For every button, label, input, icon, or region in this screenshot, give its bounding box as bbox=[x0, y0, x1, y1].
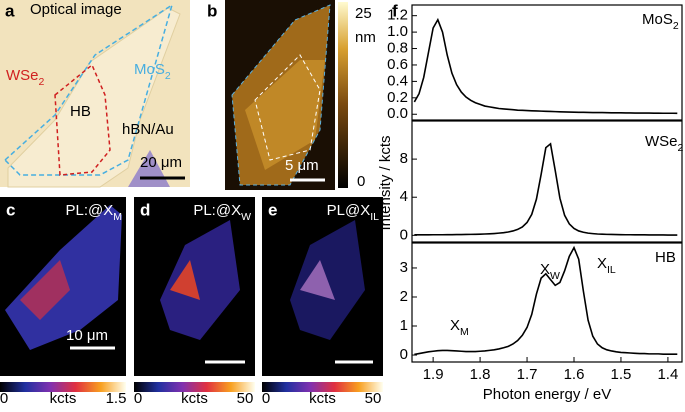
panel-letter: b bbox=[207, 1, 217, 20]
region-label: hBN/Au bbox=[122, 121, 174, 138]
annotation: XW bbox=[540, 261, 560, 282]
panel-letter: a bbox=[5, 1, 15, 20]
x-tick-label: 1.8 bbox=[470, 366, 491, 383]
panel-letter: d bbox=[140, 200, 150, 219]
y-tick-label: 1.2 bbox=[387, 7, 408, 24]
scale-label: 5 μm bbox=[285, 157, 319, 174]
line-series bbox=[413, 17, 678, 115]
region-label: MoS2 bbox=[134, 61, 171, 82]
y-tick-label: 0 bbox=[400, 226, 408, 243]
map-label-main: PL@X bbox=[327, 202, 371, 219]
colorbar-label: 0 bbox=[0, 390, 8, 407]
region-label-sub: 2 bbox=[165, 70, 171, 82]
annotation-sub: 2 bbox=[678, 142, 684, 154]
annotation: XIL bbox=[597, 255, 616, 276]
pl-maps bbox=[0, 197, 383, 392]
x-tick-label: 1.9 bbox=[423, 366, 444, 383]
annotation-main: WSe bbox=[645, 133, 678, 150]
colorbar-label: 0 bbox=[262, 390, 270, 407]
x-tick-label: 1.5 bbox=[611, 366, 632, 383]
y-axis-label: Intensity / kcts bbox=[377, 135, 394, 230]
colorbar-label: 0 bbox=[357, 173, 365, 190]
map-label-sub: W bbox=[241, 211, 251, 223]
panel-letter: c bbox=[6, 200, 15, 219]
line-series bbox=[414, 245, 678, 356]
plot-frame bbox=[411, 4, 683, 121]
optical-image bbox=[0, 0, 190, 188]
colorbar-label: 50 bbox=[237, 390, 254, 407]
annotation: WSe2 bbox=[645, 133, 684, 154]
panel-letter: f bbox=[392, 1, 398, 20]
annotation-main: X bbox=[540, 261, 550, 278]
y-tick-label: 0.4 bbox=[387, 72, 408, 89]
region-label-sub: 2 bbox=[39, 76, 45, 88]
map-label: PL:@XW bbox=[193, 202, 251, 223]
y-tick-label: 8 bbox=[400, 150, 408, 167]
map-label-sub: IL bbox=[370, 211, 379, 223]
annotation-main: X bbox=[597, 255, 607, 272]
y-tick-label: 0.8 bbox=[387, 40, 408, 57]
colorbar-label: 50 bbox=[365, 390, 382, 407]
y-tick-label: 1.0 bbox=[387, 23, 408, 40]
region-label-main: MoS bbox=[134, 61, 165, 78]
map-label: PL:@XM bbox=[66, 202, 123, 223]
afm-image bbox=[225, 0, 348, 190]
annotation-sub: IL bbox=[607, 264, 616, 276]
annotation-main: X bbox=[450, 317, 460, 334]
x-axis-label: Photon energy / eV bbox=[483, 386, 611, 403]
panel-letter: e bbox=[268, 200, 277, 219]
line-series bbox=[414, 142, 678, 236]
map-label-sub: M bbox=[113, 211, 122, 223]
annotation: XM bbox=[450, 317, 469, 338]
plot-frame bbox=[411, 120, 683, 243]
y-tick-label: 1 bbox=[400, 317, 408, 334]
y-tick-label: 0.2 bbox=[387, 89, 408, 106]
map-label-main: PL:@X bbox=[193, 202, 241, 219]
x-tick-label: 1.7 bbox=[517, 366, 538, 383]
annotation-sub: 2 bbox=[673, 20, 679, 32]
region-label: WSe2 bbox=[6, 67, 45, 88]
annotation: MoS2 bbox=[642, 11, 679, 32]
plot-frame bbox=[411, 242, 683, 363]
scale-label: 20 μm bbox=[140, 154, 182, 171]
region-label-main: WSe bbox=[6, 67, 39, 84]
colorbar-label: kcts bbox=[309, 390, 336, 407]
annotation-sub: M bbox=[460, 326, 469, 338]
colorbar-label: kcts bbox=[181, 390, 208, 407]
scale-label: 10 μm bbox=[66, 327, 108, 344]
y-tick-label: 4 bbox=[400, 188, 408, 205]
panel-title: Optical image bbox=[30, 1, 122, 18]
y-tick-label: 0.6 bbox=[387, 56, 408, 73]
y-tick-label: 0 bbox=[400, 346, 408, 363]
region-label: HB bbox=[70, 103, 91, 120]
colorbar-label: 25 bbox=[355, 5, 372, 22]
map-label: PL@XIL bbox=[327, 202, 380, 223]
annotation-sub: W bbox=[550, 270, 560, 282]
y-tick-label: 0.0 bbox=[387, 105, 408, 122]
map-label-main: PL:@X bbox=[66, 202, 114, 219]
colorbar-label: kcts bbox=[50, 390, 77, 407]
colorbar-label: 0 bbox=[134, 390, 142, 407]
y-tick-label: 2 bbox=[400, 288, 408, 305]
y-tick-label: 3 bbox=[400, 259, 408, 276]
x-tick-label: 1.4 bbox=[657, 366, 678, 383]
x-tick-label: 1.6 bbox=[564, 366, 585, 383]
colorbar-label: 1.5 bbox=[106, 390, 127, 407]
annotation: HB bbox=[655, 249, 676, 266]
colorbar-label: nm bbox=[355, 29, 376, 46]
annotation-main: MoS bbox=[642, 11, 673, 28]
